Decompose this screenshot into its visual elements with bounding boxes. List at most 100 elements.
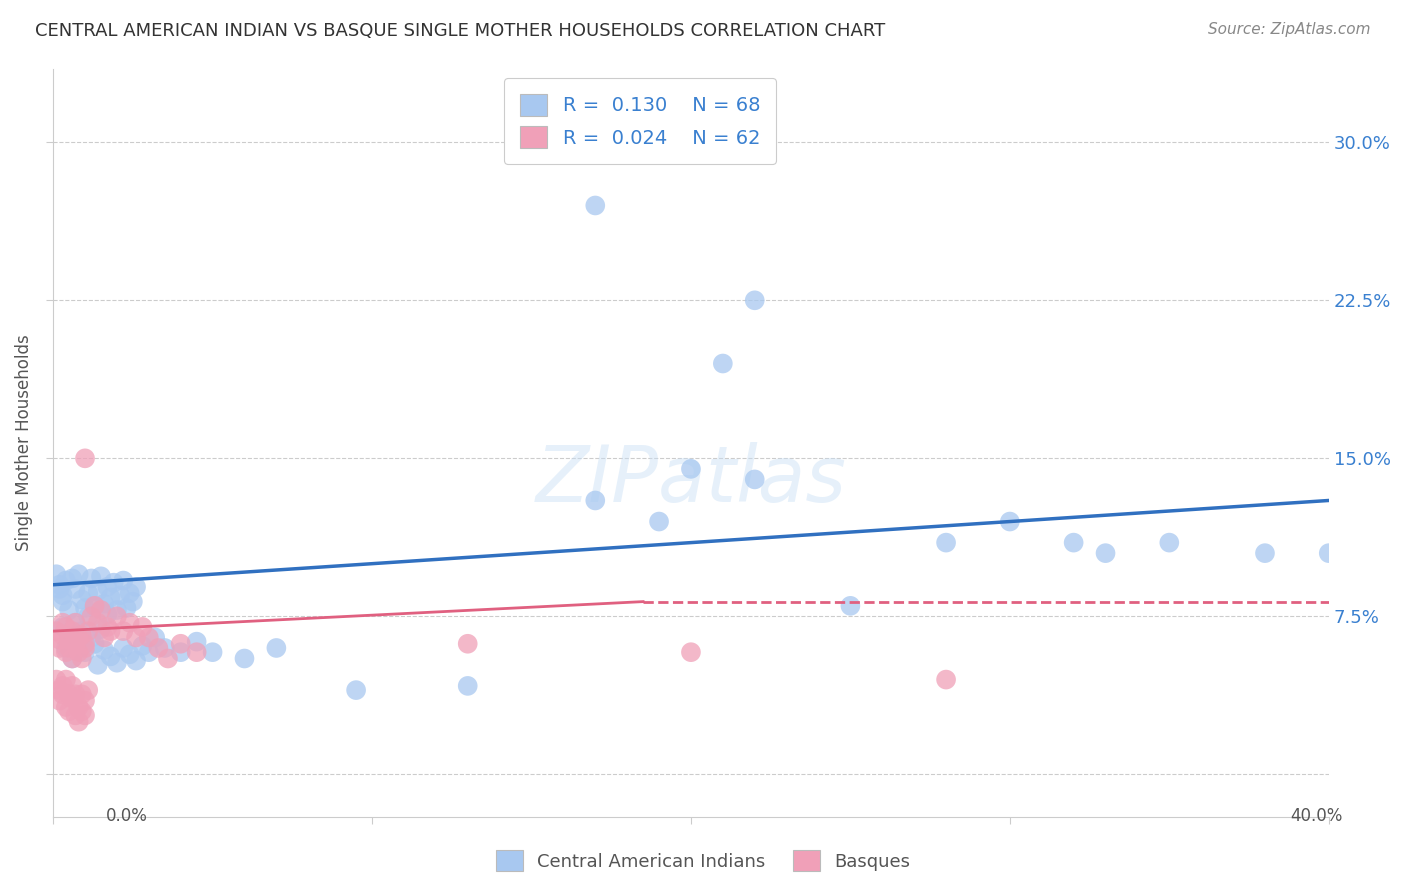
Point [153,640,176,655]
Point [73,693,96,707]
Point [77,683,100,698]
Point [55,620,77,634]
Point [170,637,193,651]
Point [48,582,70,596]
Point [583,198,606,212]
Point [935,535,957,549]
Point [80,631,103,645]
Point [67,634,90,648]
Point [744,293,766,308]
Point [77,586,100,600]
Point [115,601,138,615]
Point [58,687,80,701]
Text: 40.0%: 40.0% [1291,807,1343,825]
Point [744,472,766,486]
Point [131,639,153,653]
Point [67,714,90,729]
Point [156,651,179,665]
Point [60,624,83,639]
Point [131,620,153,634]
Point [58,631,80,645]
Point [201,645,224,659]
Point [87,615,110,630]
Point [80,609,103,624]
Point [70,592,93,607]
Point [70,651,93,665]
Point [105,609,128,624]
Point [45,567,67,582]
Legend: Central American Indians, Basques: Central American Indians, Basques [488,843,918,879]
Point [90,603,112,617]
Point [93,631,115,645]
Point [233,651,256,665]
Point [48,683,70,698]
Point [52,679,75,693]
Point [186,645,208,659]
Point [96,620,118,634]
Point [170,645,193,659]
Point [80,571,103,585]
Point [648,515,671,529]
Point [52,615,75,630]
Point [118,648,141,662]
Point [90,569,112,583]
Point [55,645,77,659]
Point [58,632,80,647]
Point [58,640,80,655]
Point [96,607,118,622]
Point [186,634,208,648]
Point [73,708,96,723]
Point [48,578,70,592]
Point [100,649,122,664]
Point [48,693,70,707]
Point [138,645,160,659]
Point [52,628,75,642]
Point [60,679,83,693]
Point [1094,546,1116,560]
Point [55,700,77,714]
Point [125,631,148,645]
Point [1063,535,1085,549]
Point [65,582,87,596]
Point [67,631,90,645]
Point [103,575,125,590]
Point [100,591,122,605]
Point [1159,535,1181,549]
Point [52,588,75,602]
Point [58,603,80,617]
Point [55,640,77,655]
Point [52,620,75,634]
Point [60,571,83,585]
Point [118,615,141,630]
Point [1317,546,1340,560]
Point [70,624,93,639]
Point [121,594,143,608]
Point [935,673,957,687]
Point [83,637,105,651]
Point [583,493,606,508]
Point [67,645,90,659]
Point [87,657,110,672]
Point [679,462,702,476]
Text: ZIPatlas: ZIPatlas [536,442,846,518]
Point [118,586,141,600]
Point [48,632,70,647]
Point [73,451,96,466]
Point [266,640,288,655]
Point [344,683,367,698]
Point [70,704,93,718]
Point [70,628,93,642]
Point [65,637,87,651]
Point [112,574,135,588]
Point [65,687,87,701]
Point [138,631,160,645]
Point [148,640,170,655]
Point [60,691,83,706]
Point [73,601,96,615]
Point [58,704,80,718]
Point [90,622,112,636]
Point [77,609,100,624]
Point [83,599,105,613]
Point [125,654,148,668]
Point [60,651,83,665]
